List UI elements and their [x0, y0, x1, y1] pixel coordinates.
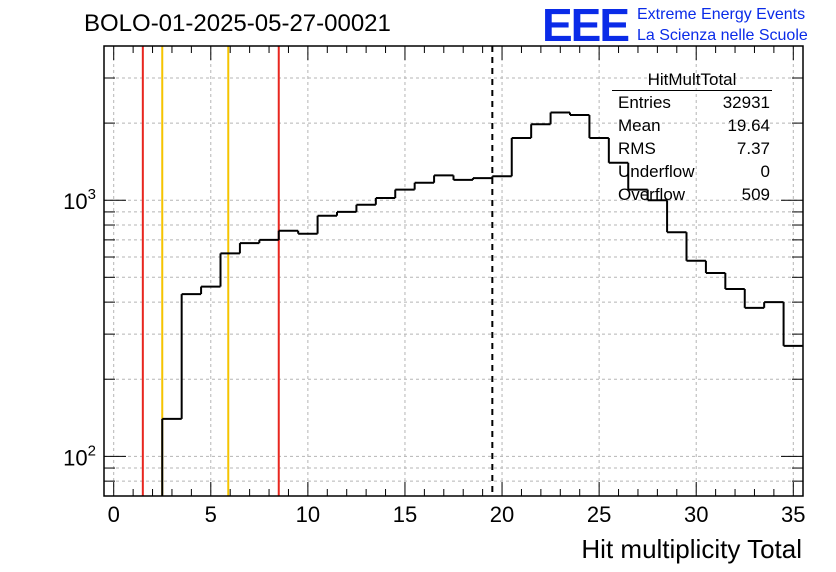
- grid-layer: [104, 45, 803, 497]
- page-title: BOLO-01-2025-05-27-00021: [84, 10, 391, 37]
- stats-label: Mean: [618, 116, 661, 135]
- stats-row-mean: Mean 19.64: [612, 114, 772, 137]
- x-tick-label: 5: [205, 502, 217, 527]
- x-tick-label: 25: [587, 502, 611, 527]
- stats-value: 19.64: [727, 116, 770, 135]
- stats-label: Overflow: [618, 185, 686, 204]
- stats-row-entries: Entries 32931: [612, 91, 772, 114]
- histogram-bars: [161, 111, 803, 496]
- stats-value: 509: [741, 185, 770, 204]
- stats-label: Entries: [618, 93, 671, 112]
- stats-title: HitMultTotal: [612, 70, 772, 91]
- logo-caption: Extreme Energy Events La Scienza nelle S…: [637, 4, 808, 46]
- stats-value: 7.37: [736, 139, 770, 158]
- x-tick-label: 30: [684, 502, 708, 527]
- axis-ticks: 0 5 10 15 20 25 30 35 102 103: [63, 45, 806, 527]
- stats-label: Underflow: [618, 162, 695, 181]
- x-tick-label: 0: [108, 502, 120, 527]
- y-tick-label: 102: [63, 442, 96, 470]
- stats-value: 32931: [722, 93, 770, 112]
- stats-box: HitMultTotal Entries 32931 Mean 19.64 RM…: [612, 70, 772, 206]
- x-tick-label: 10: [296, 502, 320, 527]
- y-tick-label: 103: [63, 186, 96, 214]
- logo-line-2: La Scienza nelle Scuole: [637, 27, 808, 44]
- eee-logo: EEE: [542, 0, 630, 51]
- plot-frame: [103, 45, 804, 497]
- stats-label: RMS: [618, 139, 656, 158]
- x-tick-label: 15: [393, 502, 417, 527]
- stats-row-rms: RMS 7.37: [612, 137, 772, 160]
- x-axis-label: Hit multiplicity Total: [581, 534, 802, 564]
- x-tick-label: 20: [490, 502, 514, 527]
- x-tick-label: 35: [781, 502, 805, 527]
- reference-lines: [141, 46, 494, 496]
- stats-row-underflow: Underflow 0: [612, 160, 772, 183]
- stats-value: 0: [760, 162, 770, 181]
- logo-line-1: Extreme Energy Events: [637, 6, 806, 23]
- stats-row-overflow: Overflow 509: [612, 183, 772, 206]
